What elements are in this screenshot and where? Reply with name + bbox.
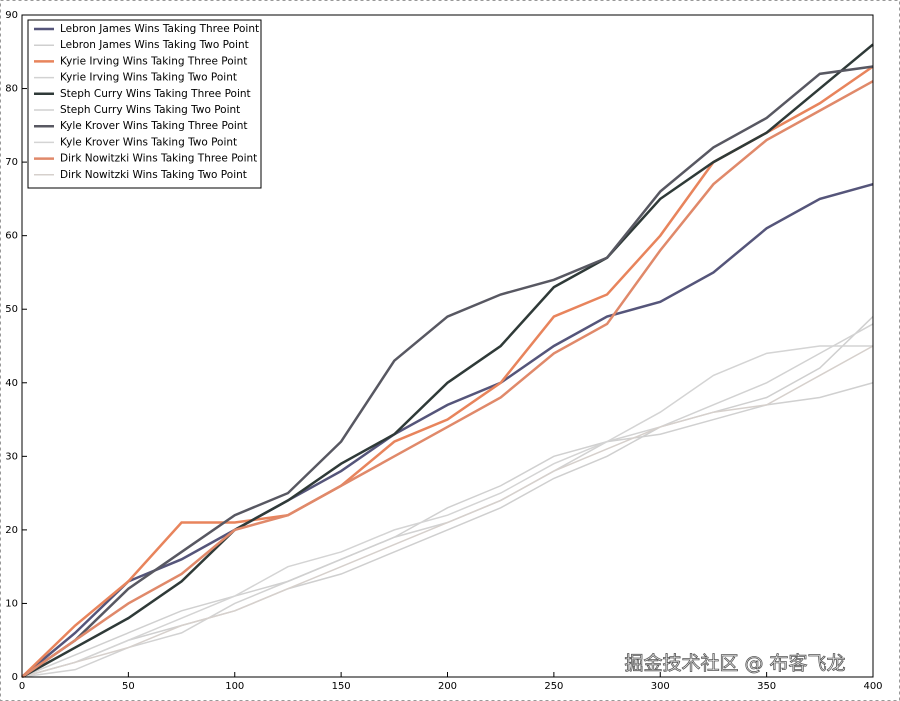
x-tick-label: 50 (122, 681, 135, 692)
x-tick-label: 250 (544, 681, 563, 692)
y-tick-label: 70 (5, 157, 18, 168)
legend-label: Lebron James Wins Taking Three Point (60, 23, 259, 35)
legend-label: Kyle Krover Wins Taking Three Point (60, 120, 248, 132)
series-line (21, 43, 874, 679)
x-tick-label: 350 (757, 681, 776, 692)
y-tick-label: 50 (5, 304, 18, 315)
x-tick-label: 400 (863, 681, 882, 692)
legend-label: Kyle Krover Wins Taking Two Point (60, 136, 237, 148)
legend-label: Kyrie Irving Wins Taking Two Point (60, 72, 237, 84)
y-tick-label: 0 (12, 672, 18, 683)
lines (21, 43, 874, 679)
y-tick-label: 90 (5, 10, 18, 21)
ticks: 0 50 100 150 200 250 300 350 400 0 10 20 30 40 50 60 70 8… (5, 10, 882, 692)
series-line (21, 80, 874, 679)
x-tick-label: 150 (332, 681, 351, 692)
y-tick-label: 80 (5, 84, 18, 95)
legend-label: Kyrie Irving Wins Taking Three Point (60, 55, 247, 67)
legend-label: Steph Curry Wins Taking Three Point (60, 88, 251, 100)
x-tick-label: 200 (438, 681, 457, 692)
series-line (21, 345, 874, 678)
y-tick-label: 20 (5, 525, 18, 536)
legend-label: Dirk Nowitzki Wins Taking Three Point (60, 153, 257, 165)
series-line (21, 65, 874, 679)
y-tick-label: 60 (5, 231, 18, 242)
legend-box (27, 19, 262, 189)
plot-frame (21, 14, 874, 678)
series-line (21, 182, 874, 678)
legend-label: Steph Curry Wins Taking Two Point (60, 104, 240, 116)
y-tick-label: 30 (5, 451, 18, 462)
series-line (21, 345, 873, 678)
y-tick-label: 40 (5, 378, 18, 389)
series-line (21, 316, 874, 678)
y-tick-label: 10 (5, 598, 18, 609)
series-line (21, 382, 874, 678)
x-tick-label: 0 (19, 681, 25, 692)
legend: Lebron James Wins Taking Three Point Lebr… (27, 19, 262, 189)
legend-label: Lebron James Wins Taking Two Point (60, 39, 249, 51)
legend-label: Dirk Nowitzki Wins Taking Two Point (60, 169, 247, 181)
x-tick-label: 100 (225, 681, 244, 692)
watermark: 掘金技术社区 @ 布客飞龙 (624, 653, 845, 675)
x-tick-label: 300 (651, 681, 670, 692)
